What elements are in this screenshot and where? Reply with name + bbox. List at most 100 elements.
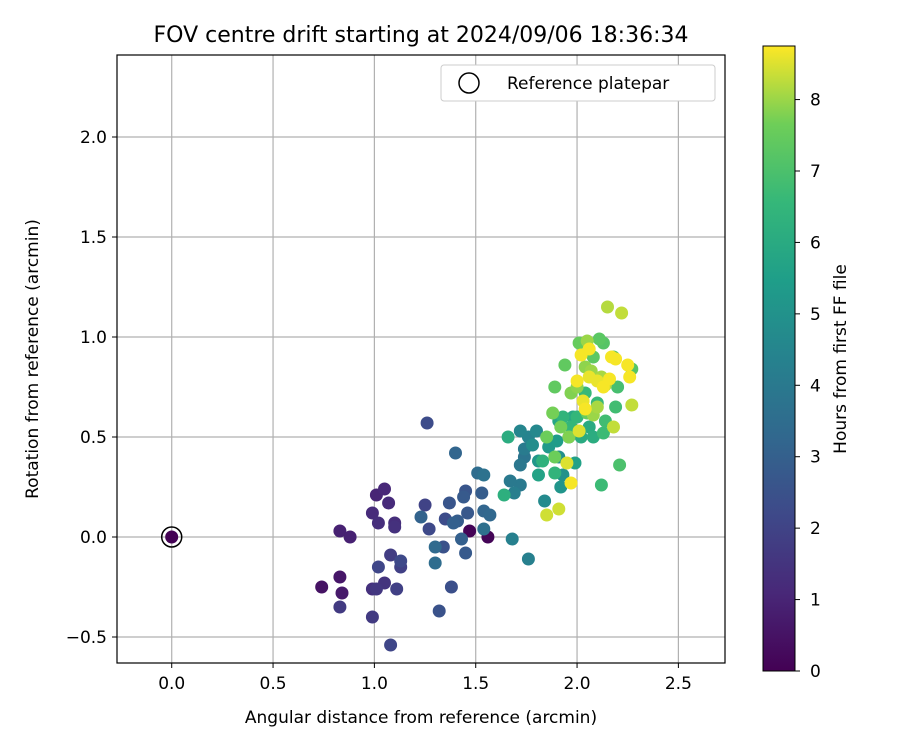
- x-tick-label: 2.5: [665, 674, 692, 694]
- x-tick-label: 2.0: [564, 674, 591, 694]
- scatter-point: [315, 580, 329, 594]
- scatter-point: [165, 530, 179, 544]
- colorbar-tick-label: 4: [810, 376, 821, 396]
- reference-platepar-marker: [160, 526, 183, 548]
- y-tick-label: 1.5: [80, 228, 107, 248]
- scatter-point: [461, 506, 475, 520]
- colorbar-tick-label: 2: [810, 519, 821, 539]
- scatter-point: [621, 358, 635, 372]
- legend-box: [440, 64, 716, 102]
- scatter-point: [459, 546, 473, 560]
- scatter-point: [611, 380, 625, 394]
- scatter-point: [457, 490, 471, 504]
- scatter-point: [562, 430, 576, 444]
- scatter-point: [497, 488, 511, 502]
- scatter-point: [538, 494, 552, 508]
- colorbar-tick-label: 7: [810, 162, 821, 182]
- colorbar-gradient: [762, 45, 796, 672]
- colorbar-tick-label: 6: [810, 233, 821, 253]
- scatter-point: [623, 370, 637, 384]
- scatter-point: [442, 496, 456, 510]
- scatter-point: [540, 430, 554, 444]
- colorbar-tick-label: 3: [810, 448, 821, 468]
- scatter-point: [613, 458, 627, 472]
- scatter-point: [414, 510, 428, 524]
- colorbar-ticks: 0 1 2 3 4 5 6 7 8: [795, 91, 821, 682]
- scatter-point: [609, 400, 623, 414]
- scatter-point: [526, 438, 539, 452]
- scatter-point: [483, 508, 497, 522]
- points-layer: [160, 300, 639, 652]
- scatter-point: [384, 548, 398, 562]
- scatter-point: [394, 554, 408, 568]
- scatter-point: [513, 424, 527, 438]
- x-tick-label: 1.5: [462, 674, 489, 694]
- scatter-point: [477, 468, 491, 482]
- scatter-point: [530, 424, 543, 438]
- scatter-point: [521, 552, 535, 566]
- colorbar-label: Hours from first FF file: [831, 264, 851, 454]
- scatter-point: [343, 530, 357, 544]
- y-tick-label: 0.0: [80, 528, 107, 548]
- legend-label: Reference platepar: [507, 74, 669, 94]
- scatter-point: [570, 410, 584, 424]
- scatter-point: [390, 582, 404, 596]
- scatter-point: [333, 524, 347, 538]
- scatter-point: [592, 332, 606, 346]
- scatter-point: [548, 450, 562, 464]
- scatter-point: [371, 560, 385, 574]
- scatter-point: [550, 434, 564, 448]
- grid-layer: [117, 55, 725, 663]
- scatter-point: [540, 508, 554, 522]
- scatter-point: [548, 380, 562, 394]
- x-tick-label: 0.5: [260, 674, 287, 694]
- y-tick-label: 2.0: [80, 128, 107, 148]
- scatter-point: [384, 638, 398, 652]
- scatter-point: [536, 454, 550, 468]
- colorbar-tick-label: 5: [810, 305, 821, 325]
- scatter-point: [532, 468, 545, 482]
- scatter-point: [590, 400, 604, 414]
- scatter-point: [335, 586, 349, 600]
- scatter-point: [422, 522, 436, 536]
- scatter-point: [625, 398, 639, 412]
- axis-layer: 0.0 0.5 1.0 1.5 2.0 2.5 −0.5 0.0 0.5 1.0 1.5 2.0: [66, 128, 692, 694]
- scatter-point: [475, 486, 489, 500]
- chart-title: FOV centre drift starting at 2024/09/06 …: [154, 23, 689, 48]
- scatter-point: [615, 306, 629, 320]
- scatter-point: [365, 506, 379, 520]
- scatter-point: [552, 502, 566, 516]
- y-tick-label: 1.0: [80, 328, 107, 348]
- scatter-point: [449, 446, 462, 460]
- scatter-point: [428, 540, 442, 554]
- scatter-point: [505, 532, 519, 546]
- scatter-point: [513, 458, 527, 472]
- scatter-point: [556, 410, 570, 424]
- scatter-point: [570, 374, 584, 388]
- scatter-point: [596, 426, 610, 440]
- scatter-point: [560, 456, 574, 470]
- x-tick-label: 0.0: [158, 674, 185, 694]
- scatter-point: [594, 478, 608, 492]
- colorbar: 0 1 2 3 4 5 6 7 8 Hours from first FF file: [762, 45, 851, 682]
- scatter-point: [564, 476, 578, 490]
- legend: Reference platepar: [440, 64, 716, 102]
- scatter-point: [369, 582, 383, 596]
- scatter-point: [601, 300, 614, 314]
- scatter-point: [546, 406, 560, 420]
- scatter-point: [503, 474, 517, 488]
- scatter-point: [420, 416, 434, 430]
- x-axis-label: Angular distance from reference (arcmin): [245, 708, 597, 728]
- y-tick-label: −0.5: [66, 628, 107, 648]
- colorbar-tick-label: 0: [810, 662, 821, 682]
- scatter-point: [333, 570, 347, 584]
- scatter-point: [582, 420, 596, 434]
- scatter-point: [501, 430, 515, 444]
- scatter-point: [507, 486, 521, 500]
- colorbar-tick-label: 1: [810, 591, 821, 611]
- scatter-point: [578, 402, 592, 416]
- scatter-point: [444, 580, 458, 594]
- y-tick-label: 0.5: [80, 428, 107, 448]
- colorbar-tick-label: 8: [810, 91, 821, 111]
